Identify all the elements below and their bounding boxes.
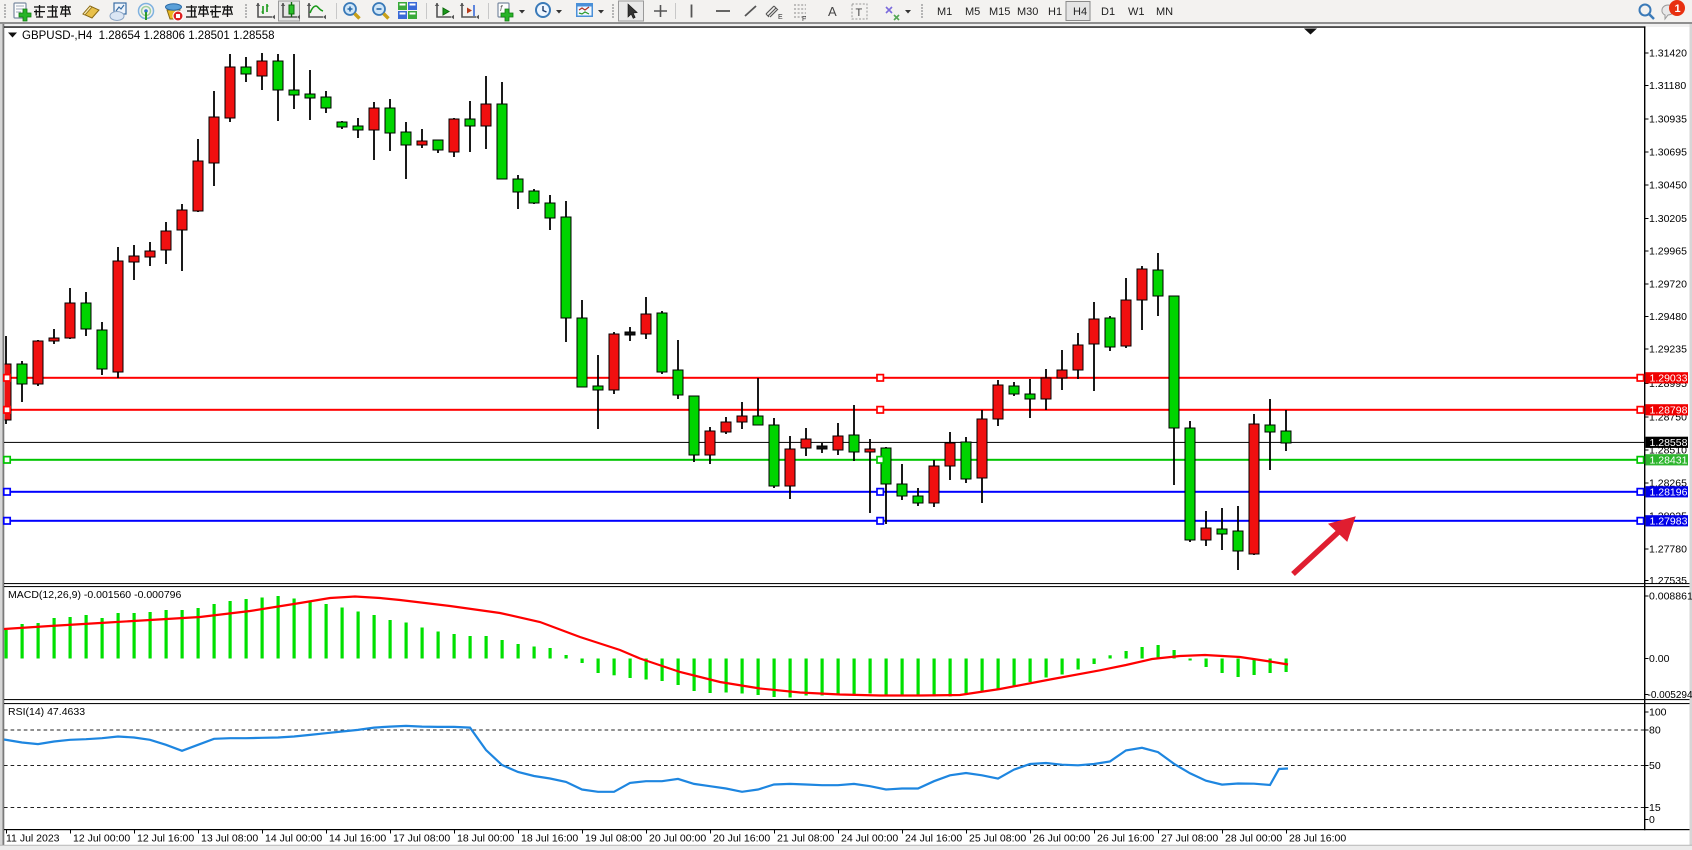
svg-text:H1: H1: [1048, 6, 1062, 18]
svg-text:1.30450: 1.30450: [1649, 180, 1687, 192]
svg-text:T: T: [856, 7, 863, 19]
svg-text:20 Jul 00:00: 20 Jul 00:00: [649, 833, 706, 845]
svg-text:18 Jul 16:00: 18 Jul 16:00: [521, 833, 578, 845]
svg-text:0.008861: 0.008861: [1649, 591, 1692, 603]
svg-text:0.00: 0.00: [1649, 653, 1670, 665]
svg-text:20 Jul 16:00: 20 Jul 16:00: [713, 833, 770, 845]
svg-text:100: 100: [1649, 707, 1667, 719]
svg-text:M1: M1: [937, 6, 952, 18]
svg-text:1.28196: 1.28196: [1650, 487, 1688, 499]
svg-text:12 Jul 00:00: 12 Jul 00:00: [73, 833, 130, 845]
svg-text:1.29033: 1.29033: [1650, 373, 1688, 385]
svg-text:MN: MN: [1156, 6, 1173, 18]
svg-text:1.27780: 1.27780: [1649, 544, 1687, 556]
svg-text:24 Jul 00:00: 24 Jul 00:00: [841, 833, 898, 845]
svg-text:12 Jul 16:00: 12 Jul 16:00: [137, 833, 194, 845]
svg-text:25 Jul 08:00: 25 Jul 08:00: [969, 833, 1026, 845]
svg-text:26 Jul 00:00: 26 Jul 00:00: [1033, 833, 1090, 845]
svg-text:14 Jul 00:00: 14 Jul 00:00: [265, 833, 322, 845]
svg-text:1.29480: 1.29480: [1649, 311, 1687, 323]
svg-text:M5: M5: [965, 6, 980, 18]
svg-text:1.31420: 1.31420: [1649, 48, 1687, 60]
svg-text:A: A: [828, 4, 837, 19]
svg-text:27 Jul 08:00: 27 Jul 08:00: [1161, 833, 1218, 845]
svg-text:M15: M15: [989, 6, 1010, 18]
svg-text:f: f: [500, 4, 503, 13]
svg-text:21 Jul 08:00: 21 Jul 08:00: [777, 833, 834, 845]
svg-text:15: 15: [1649, 802, 1661, 814]
svg-text:0: 0: [1649, 814, 1655, 826]
svg-text:E: E: [778, 14, 783, 21]
svg-text:1.28558: 1.28558: [1650, 437, 1688, 449]
svg-text:11 Jul 2023: 11 Jul 2023: [6, 833, 60, 845]
svg-text:28 Jul 16:00: 28 Jul 16:00: [1289, 833, 1346, 845]
svg-text:1.27983: 1.27983: [1650, 516, 1688, 528]
svg-text:18 Jul 00:00: 18 Jul 00:00: [457, 833, 514, 845]
svg-text:MACD(12,26,9) -0.001560 -0.000: MACD(12,26,9) -0.001560 -0.000796: [8, 589, 182, 601]
svg-text:19 Jul 08:00: 19 Jul 08:00: [585, 833, 642, 845]
svg-text:1.28431: 1.28431: [1650, 455, 1688, 467]
svg-text:W1: W1: [1128, 6, 1145, 18]
svg-text:GBPUSD-,H4 1.28654 1.28806 1.: GBPUSD-,H4 1.28654 1.28806 1.28501 1.285…: [22, 30, 275, 42]
svg-text:1.29235: 1.29235: [1649, 344, 1687, 356]
svg-text:17 Jul 08:00: 17 Jul 08:00: [393, 833, 450, 845]
svg-text:28 Jul 00:00: 28 Jul 00:00: [1225, 833, 1282, 845]
svg-text:14 Jul 16:00: 14 Jul 16:00: [329, 833, 386, 845]
svg-text:RSI(14) 47.4633: RSI(14) 47.4633: [8, 706, 85, 718]
svg-text:1.29965: 1.29965: [1649, 246, 1687, 258]
svg-text:1.30935: 1.30935: [1649, 114, 1687, 126]
svg-text:1.30205: 1.30205: [1649, 213, 1687, 225]
svg-text:1.31180: 1.31180: [1649, 80, 1686, 92]
svg-text:80: 80: [1649, 725, 1661, 737]
svg-text:1: 1: [1675, 3, 1681, 15]
svg-text:26 Jul 16:00: 26 Jul 16:00: [1097, 833, 1154, 845]
svg-text:H4: H4: [1073, 6, 1087, 18]
svg-text:24 Jul 16:00: 24 Jul 16:00: [905, 833, 962, 845]
svg-text:13 Jul 08:00: 13 Jul 08:00: [201, 833, 258, 845]
svg-text:-0.005294: -0.005294: [1648, 690, 1692, 701]
svg-text:1.29720: 1.29720: [1649, 279, 1687, 291]
svg-text:50: 50: [1649, 760, 1661, 772]
svg-text:M30: M30: [1017, 6, 1038, 18]
svg-text:F: F: [802, 16, 806, 23]
svg-text:D1: D1: [1101, 6, 1115, 18]
svg-text:1.30695: 1.30695: [1649, 147, 1687, 159]
svg-text:1.27535: 1.27535: [1649, 575, 1687, 587]
svg-text:1.28798: 1.28798: [1650, 405, 1688, 417]
